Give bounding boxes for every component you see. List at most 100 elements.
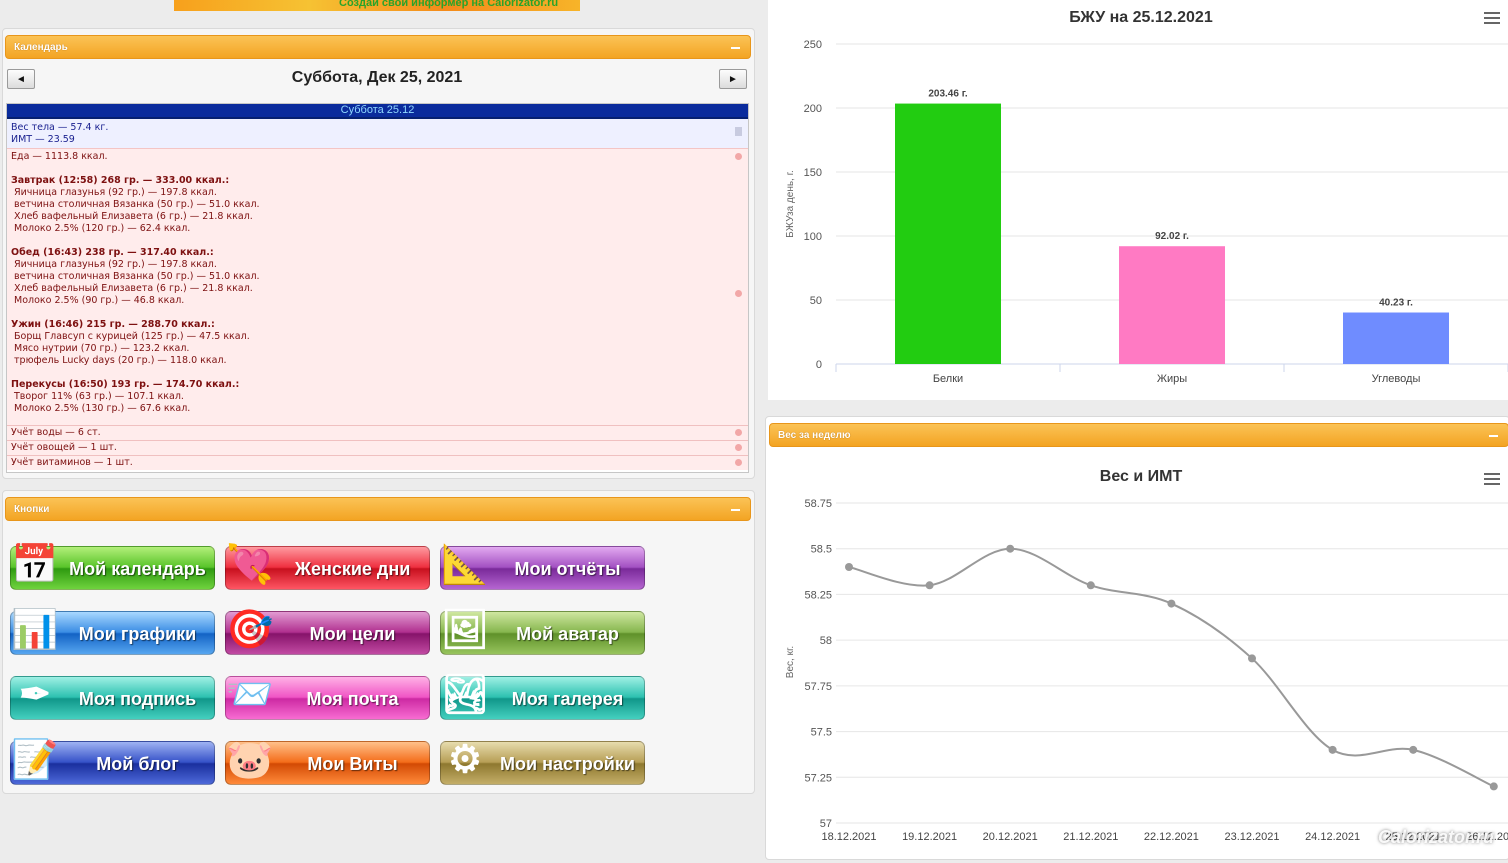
collapse-icon[interactable]: [731, 509, 740, 511]
nav-button-10[interactable]: 📝 Мой блог: [10, 739, 215, 785]
vegetables-row[interactable]: Учёт овощей — 1 шт.: [7, 440, 748, 455]
bmi-line: ИМТ — 23.59: [11, 134, 75, 145]
nav-button-7[interactable]: ✒ Моя подпись: [10, 674, 215, 720]
weight-point: [1409, 745, 1418, 754]
weight-point: [1086, 581, 1095, 590]
y-tick-label: 57.75: [804, 681, 832, 693]
piggy-bank-icon: 🐷: [226, 739, 274, 781]
weight-point: [1248, 654, 1256, 663]
buttons-header[interactable]: Кнопки: [5, 497, 751, 521]
x-tick-label: 26.12.2021: [1466, 831, 1508, 843]
meal-item: Яичница глазунья (92 гр.) — 197.8 ккал.: [14, 259, 217, 270]
vitamins-text: Учёт витаминов — 1 шт.: [11, 457, 133, 468]
nav-button-label: Моя галерея: [511, 689, 624, 709]
nav-button-label: Мои графики: [78, 624, 197, 644]
nav-button-4[interactable]: 📊 Мои графики: [10, 609, 215, 655]
nav-button-12[interactable]: ⚙ Мои настройки: [440, 739, 645, 785]
meal-item: Творог 11% (63 гр.) — 107.1 ккал.: [14, 391, 184, 402]
vegetables-text: Учёт овощей — 1 шт.: [11, 442, 117, 453]
menu-icon[interactable]: [1484, 473, 1500, 485]
bar-data-label: 92.02 г.: [1155, 231, 1189, 242]
water-row[interactable]: Учёт воды — 6 ст.: [7, 425, 748, 440]
meal-item: трюфель Lucky days (20 гр.) — 118.0 ккал…: [14, 355, 227, 366]
informer-banner[interactable]: Создай свой информер на Calorizator.ru: [174, 0, 580, 11]
y-tick-label: 57.5: [811, 727, 832, 739]
bar-graph-icon: 📊: [11, 609, 59, 651]
x-tick-label: 18.12.2021: [821, 831, 876, 843]
nav-button-9[interactable]: 🏞 Моя галерея: [440, 674, 645, 720]
bar-data-label: 40.23 г.: [1379, 298, 1413, 309]
meal-gap: [11, 235, 748, 247]
nav-button-label: Мои цели: [309, 624, 396, 644]
weight-point: [1489, 782, 1498, 791]
x-tick-label: 22.12.2021: [1144, 831, 1199, 843]
prev-day-button[interactable]: ◄: [7, 69, 35, 89]
meal-item: Мясо нутрии (70 гр.) — 123.2 ккал.: [14, 343, 190, 354]
y-tick-label: 200: [804, 103, 822, 115]
meal-item: Молоко 2.5% (120 гр.) — 62.4 ккал.: [14, 223, 191, 234]
nav-button-label: Моя почта: [306, 689, 399, 709]
nav-button-6[interactable]: 🖼 Мой аватар: [440, 609, 645, 655]
nav-button-label: Женские дни: [294, 559, 411, 579]
y-tick-label: 57: [820, 818, 832, 830]
gears-icon: ⚙: [447, 739, 483, 781]
nav-button-11[interactable]: 🐷 Мои Виты: [225, 739, 430, 785]
meal-header: Обед (16:43) 238 гр. — 317.40 ккал.:: [11, 247, 214, 258]
weight-block[interactable]: Вес тела — 57.4 кг. ИМТ — 23.59: [7, 119, 748, 148]
collapse-icon[interactable]: [1489, 435, 1498, 437]
y-tick-label: 58.75: [804, 498, 832, 510]
y-tick-label: 250: [804, 39, 822, 51]
meal-header: Ужин (16:46) 215 гр. — 288.70 ккал.:: [11, 319, 215, 330]
target-darts-icon: 🎯: [226, 609, 274, 651]
meal-item: ветчина столичная Вязанка (50 гр.) — 51.…: [14, 199, 260, 210]
edit-vitamins-icon[interactable]: [735, 459, 742, 466]
banner-text: Создай свой информер на Calorizator.ru: [339, 0, 559, 9]
edit-vegetables-icon[interactable]: [735, 444, 742, 451]
ruler-triangle-icon: 📐: [441, 544, 489, 586]
weight-line: Вес тела — 57.4 кг.: [11, 122, 109, 133]
edit-food-icon[interactable]: [735, 153, 742, 160]
bar-3: [1343, 312, 1449, 364]
bar-2: [1119, 246, 1225, 364]
nav-button-5[interactable]: 🎯 Мои цели: [225, 609, 430, 655]
trash-icon[interactable]: [735, 127, 742, 136]
nav-button-8[interactable]: 📨 Моя почта: [225, 674, 430, 720]
weight-point: [845, 563, 853, 571]
nav-button-2[interactable]: 💘 Женские дни: [225, 544, 430, 590]
hearts-icon: 💘: [226, 544, 274, 586]
edit-food-icon-2[interactable]: [735, 290, 742, 297]
mail-icon: 📨: [226, 674, 274, 716]
menu-icon[interactable]: [1484, 12, 1500, 24]
day-title: Суббота, Дек 25, 2021: [291, 69, 463, 86]
vitamins-row[interactable]: Учёт витаминов — 1 шт.: [7, 455, 748, 470]
x-tick-label: 24.12.2021: [1305, 831, 1360, 843]
nav-button-1[interactable]: 📅 Мой календарь: [10, 544, 215, 590]
nav-button-label: Мой блог: [96, 754, 179, 774]
meal-item: ветчина столичная Вязанка (50 гр.) — 51.…: [14, 271, 260, 282]
watermark: Calorizator.ru: [1377, 827, 1494, 847]
nav-button-label: Мой календарь: [69, 559, 206, 579]
macros-bar-chart: БЖУ на 25.12.2021 0 50 100 150 200 250 БЖУза де…: [785, 9, 1508, 385]
weight-point: [1167, 599, 1176, 608]
collapse-icon[interactable]: [731, 47, 740, 49]
nav-button-3[interactable]: 📐 Мои отчёты: [440, 544, 645, 590]
nav-button-label: Мой аватар: [516, 624, 619, 644]
day-bar[interactable]: Суббота 25.12: [7, 104, 748, 119]
calendar-header[interactable]: Календарь: [5, 35, 751, 59]
weekly-header[interactable]: Вес за неделю: [769, 423, 1508, 447]
weight-chart-panel: Вес и ИМТ 57 57.25 57.5 57.75 58 58.25 58.5 58.7…: [768, 456, 1508, 858]
next-day-button[interactable]: ►: [719, 69, 747, 89]
macros-chart-panel: БЖУ на 25.12.2021 0 50 100 150 200 250 БЖУза де…: [768, 0, 1508, 400]
food-block[interactable]: Еда — 1113.8 ккал. Завтрак (12:58) 268 г…: [7, 148, 748, 425]
weight-series-line: [848, 547, 1495, 788]
chart-title: БЖУ на 25.12.2021: [1069, 9, 1213, 26]
buttons-header-title: Кнопки: [14, 504, 50, 515]
photo-gallery-icon: 🏞: [440, 674, 490, 716]
day-entries-table: Суббота 25.12 Вес тела — 57.4 кг. ИМТ — …: [6, 103, 749, 473]
y-tick-label: 150: [804, 167, 822, 179]
meal-item: Яичница глазунья (92 гр.) — 197.8 ккал.: [14, 187, 217, 198]
x-tick-label: 23.12.2021: [1224, 831, 1279, 843]
y-axis-title: Вес, кг.: [785, 646, 796, 678]
edit-water-icon[interactable]: [735, 429, 742, 436]
weight-point: [925, 581, 934, 590]
